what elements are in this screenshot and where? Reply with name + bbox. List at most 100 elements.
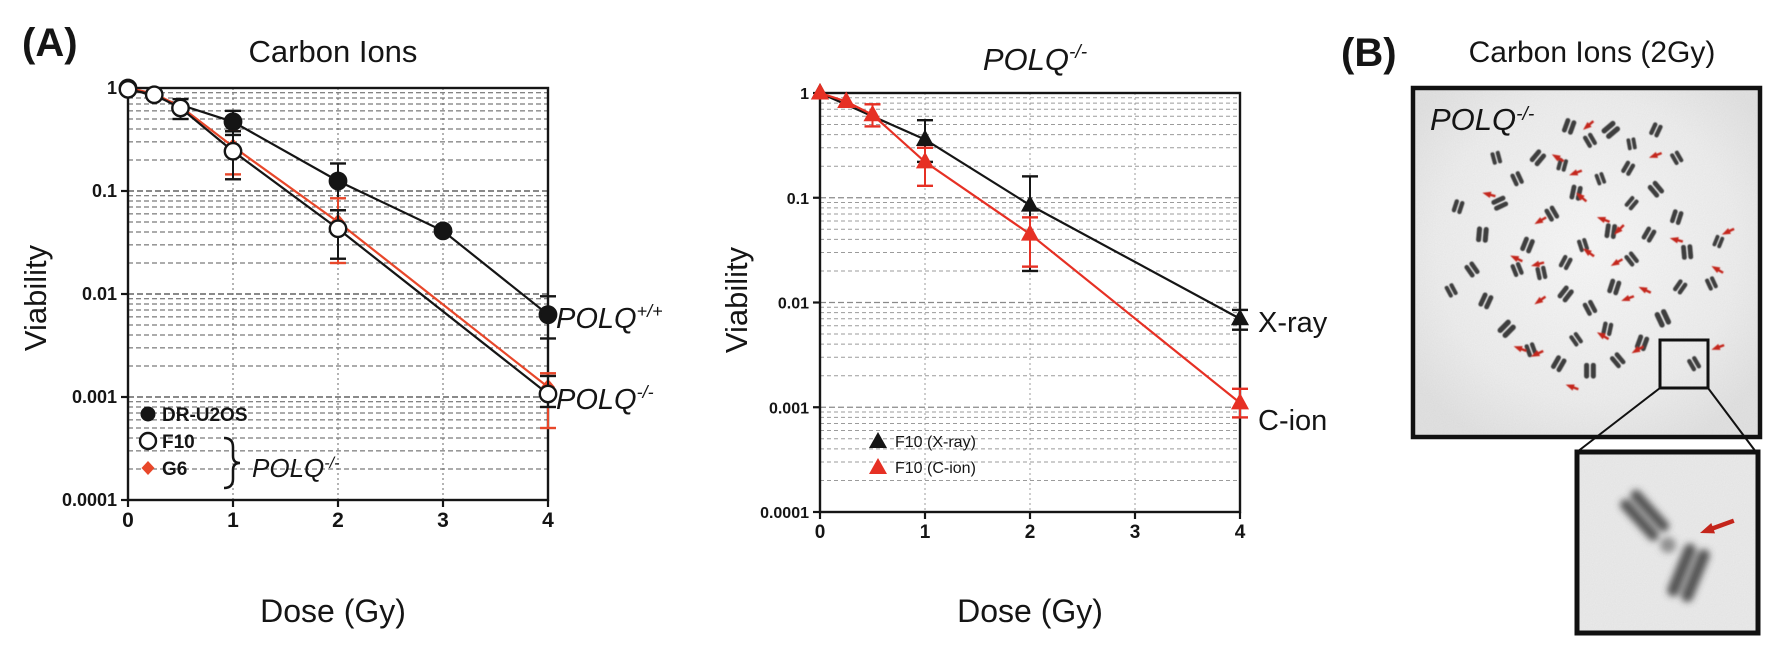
chromatid bbox=[1610, 224, 1618, 239]
marker-F10 (X-ray) bbox=[915, 129, 935, 146]
chromatid bbox=[1646, 229, 1657, 243]
legend-marker-xray bbox=[869, 432, 887, 448]
chromosome bbox=[1550, 355, 1567, 373]
legend-group-bracket bbox=[223, 436, 241, 490]
chromatid bbox=[1588, 299, 1598, 314]
chromosome bbox=[1444, 283, 1458, 298]
chromatid bbox=[1599, 172, 1607, 184]
marker-DR-U2OS bbox=[223, 112, 243, 132]
legend-label-f10: F10 bbox=[162, 432, 195, 453]
chromatid bbox=[1567, 120, 1577, 135]
arrow-head bbox=[1576, 192, 1585, 201]
chromosome bbox=[1569, 184, 1583, 201]
chromatid bbox=[1681, 244, 1687, 260]
chromatid bbox=[1469, 261, 1480, 275]
chart2-x-axis-label: Dose (Gy) bbox=[957, 593, 1103, 629]
arrow-head bbox=[1669, 237, 1679, 244]
chromatid bbox=[1712, 234, 1720, 247]
chromosome bbox=[1577, 238, 1590, 253]
chromatid bbox=[1484, 295, 1494, 310]
arrow-head bbox=[1583, 121, 1592, 130]
legend-label-g6: G6 bbox=[162, 459, 187, 480]
chromatid bbox=[1670, 153, 1679, 165]
chromatid bbox=[1573, 332, 1583, 344]
chromatid bbox=[1558, 254, 1568, 268]
y-tick-label: 0.0001 bbox=[62, 490, 117, 510]
break-arrow bbox=[1530, 349, 1544, 357]
chromatid bbox=[1526, 239, 1535, 254]
marker-F10 bbox=[538, 384, 558, 404]
y-tick-label: 0.001 bbox=[72, 387, 117, 407]
chromosome bbox=[1609, 352, 1626, 369]
chromatid bbox=[1667, 543, 1696, 597]
marker-F10 (C-ion) bbox=[837, 91, 856, 108]
arrow-head bbox=[1648, 151, 1659, 158]
y-tick-label: 1 bbox=[800, 86, 809, 103]
chromatid bbox=[1628, 251, 1639, 264]
break-arrow bbox=[1576, 192, 1588, 203]
break-arrow bbox=[1569, 169, 1583, 176]
x-tick-label: 1 bbox=[920, 522, 931, 543]
chromosome bbox=[1490, 150, 1503, 165]
chart-polq-ko: 0 1 2 3 4 1 0.1 0.01 0.001 0.0001 bbox=[760, 82, 1250, 543]
break-arrow bbox=[1669, 237, 1684, 244]
x-tick-label: 3 bbox=[437, 509, 449, 532]
chromosome bbox=[1510, 261, 1524, 278]
chromatid bbox=[1497, 319, 1511, 333]
chromatid bbox=[1613, 280, 1622, 296]
chromatid bbox=[1510, 264, 1519, 278]
chromosome bbox=[1557, 285, 1574, 303]
arrow-head bbox=[1534, 296, 1544, 305]
chromatid bbox=[1494, 201, 1509, 211]
chromatid bbox=[1620, 499, 1659, 541]
chromatid bbox=[1535, 266, 1542, 281]
chromosome bbox=[1478, 292, 1494, 310]
chromosome bbox=[1451, 199, 1465, 215]
chromatid bbox=[1687, 244, 1694, 260]
chromatid bbox=[1549, 205, 1560, 219]
chromosome bbox=[1510, 171, 1524, 187]
chromatid bbox=[1541, 265, 1548, 280]
y-tick-label: 0.01 bbox=[778, 296, 809, 313]
chromatid bbox=[1561, 159, 1569, 172]
arrow-head bbox=[1610, 258, 1620, 266]
chromosome bbox=[1601, 120, 1621, 139]
chromosome bbox=[1641, 226, 1657, 243]
chromatid bbox=[1624, 196, 1635, 207]
chromatid bbox=[1607, 278, 1616, 294]
chromosome bbox=[1584, 362, 1596, 379]
arrow-head bbox=[1596, 332, 1606, 340]
chromosome bbox=[1624, 196, 1639, 211]
chromatid bbox=[1601, 120, 1616, 134]
chromatid bbox=[1584, 362, 1590, 379]
chromosome bbox=[1535, 265, 1548, 281]
arrow-head bbox=[1510, 255, 1520, 263]
panel-b-title: Carbon Ions (2Gy) bbox=[1469, 36, 1716, 69]
chromatid bbox=[1449, 283, 1458, 296]
legend-label-cion: F10 (C-ion) bbox=[895, 460, 976, 477]
chart1-title: Carbon Ions bbox=[249, 34, 418, 69]
chromatid bbox=[1709, 276, 1718, 289]
x-tick-label: 2 bbox=[1025, 522, 1036, 543]
chromosome bbox=[1497, 319, 1516, 338]
y-tick-label: 1 bbox=[107, 78, 117, 98]
chromatid bbox=[1563, 257, 1573, 271]
arrow-head bbox=[1569, 169, 1579, 176]
chromatid bbox=[1621, 160, 1631, 173]
chromatid bbox=[1550, 355, 1561, 369]
arrow-head bbox=[1513, 346, 1523, 353]
chromosome bbox=[1705, 276, 1718, 291]
break-arrow bbox=[1482, 191, 1496, 198]
chromosome bbox=[1712, 234, 1725, 249]
chromatid bbox=[1510, 173, 1519, 187]
break-arrow bbox=[1614, 224, 1625, 235]
zoom-connector-right bbox=[1707, 387, 1757, 453]
break-arrow bbox=[1638, 286, 1652, 294]
chromatid bbox=[1594, 173, 1602, 186]
chromatid bbox=[1705, 278, 1713, 291]
chromatid bbox=[1675, 211, 1684, 225]
chromatid bbox=[1626, 163, 1636, 176]
chromatid bbox=[1451, 199, 1459, 213]
arrow-head bbox=[1721, 228, 1731, 235]
